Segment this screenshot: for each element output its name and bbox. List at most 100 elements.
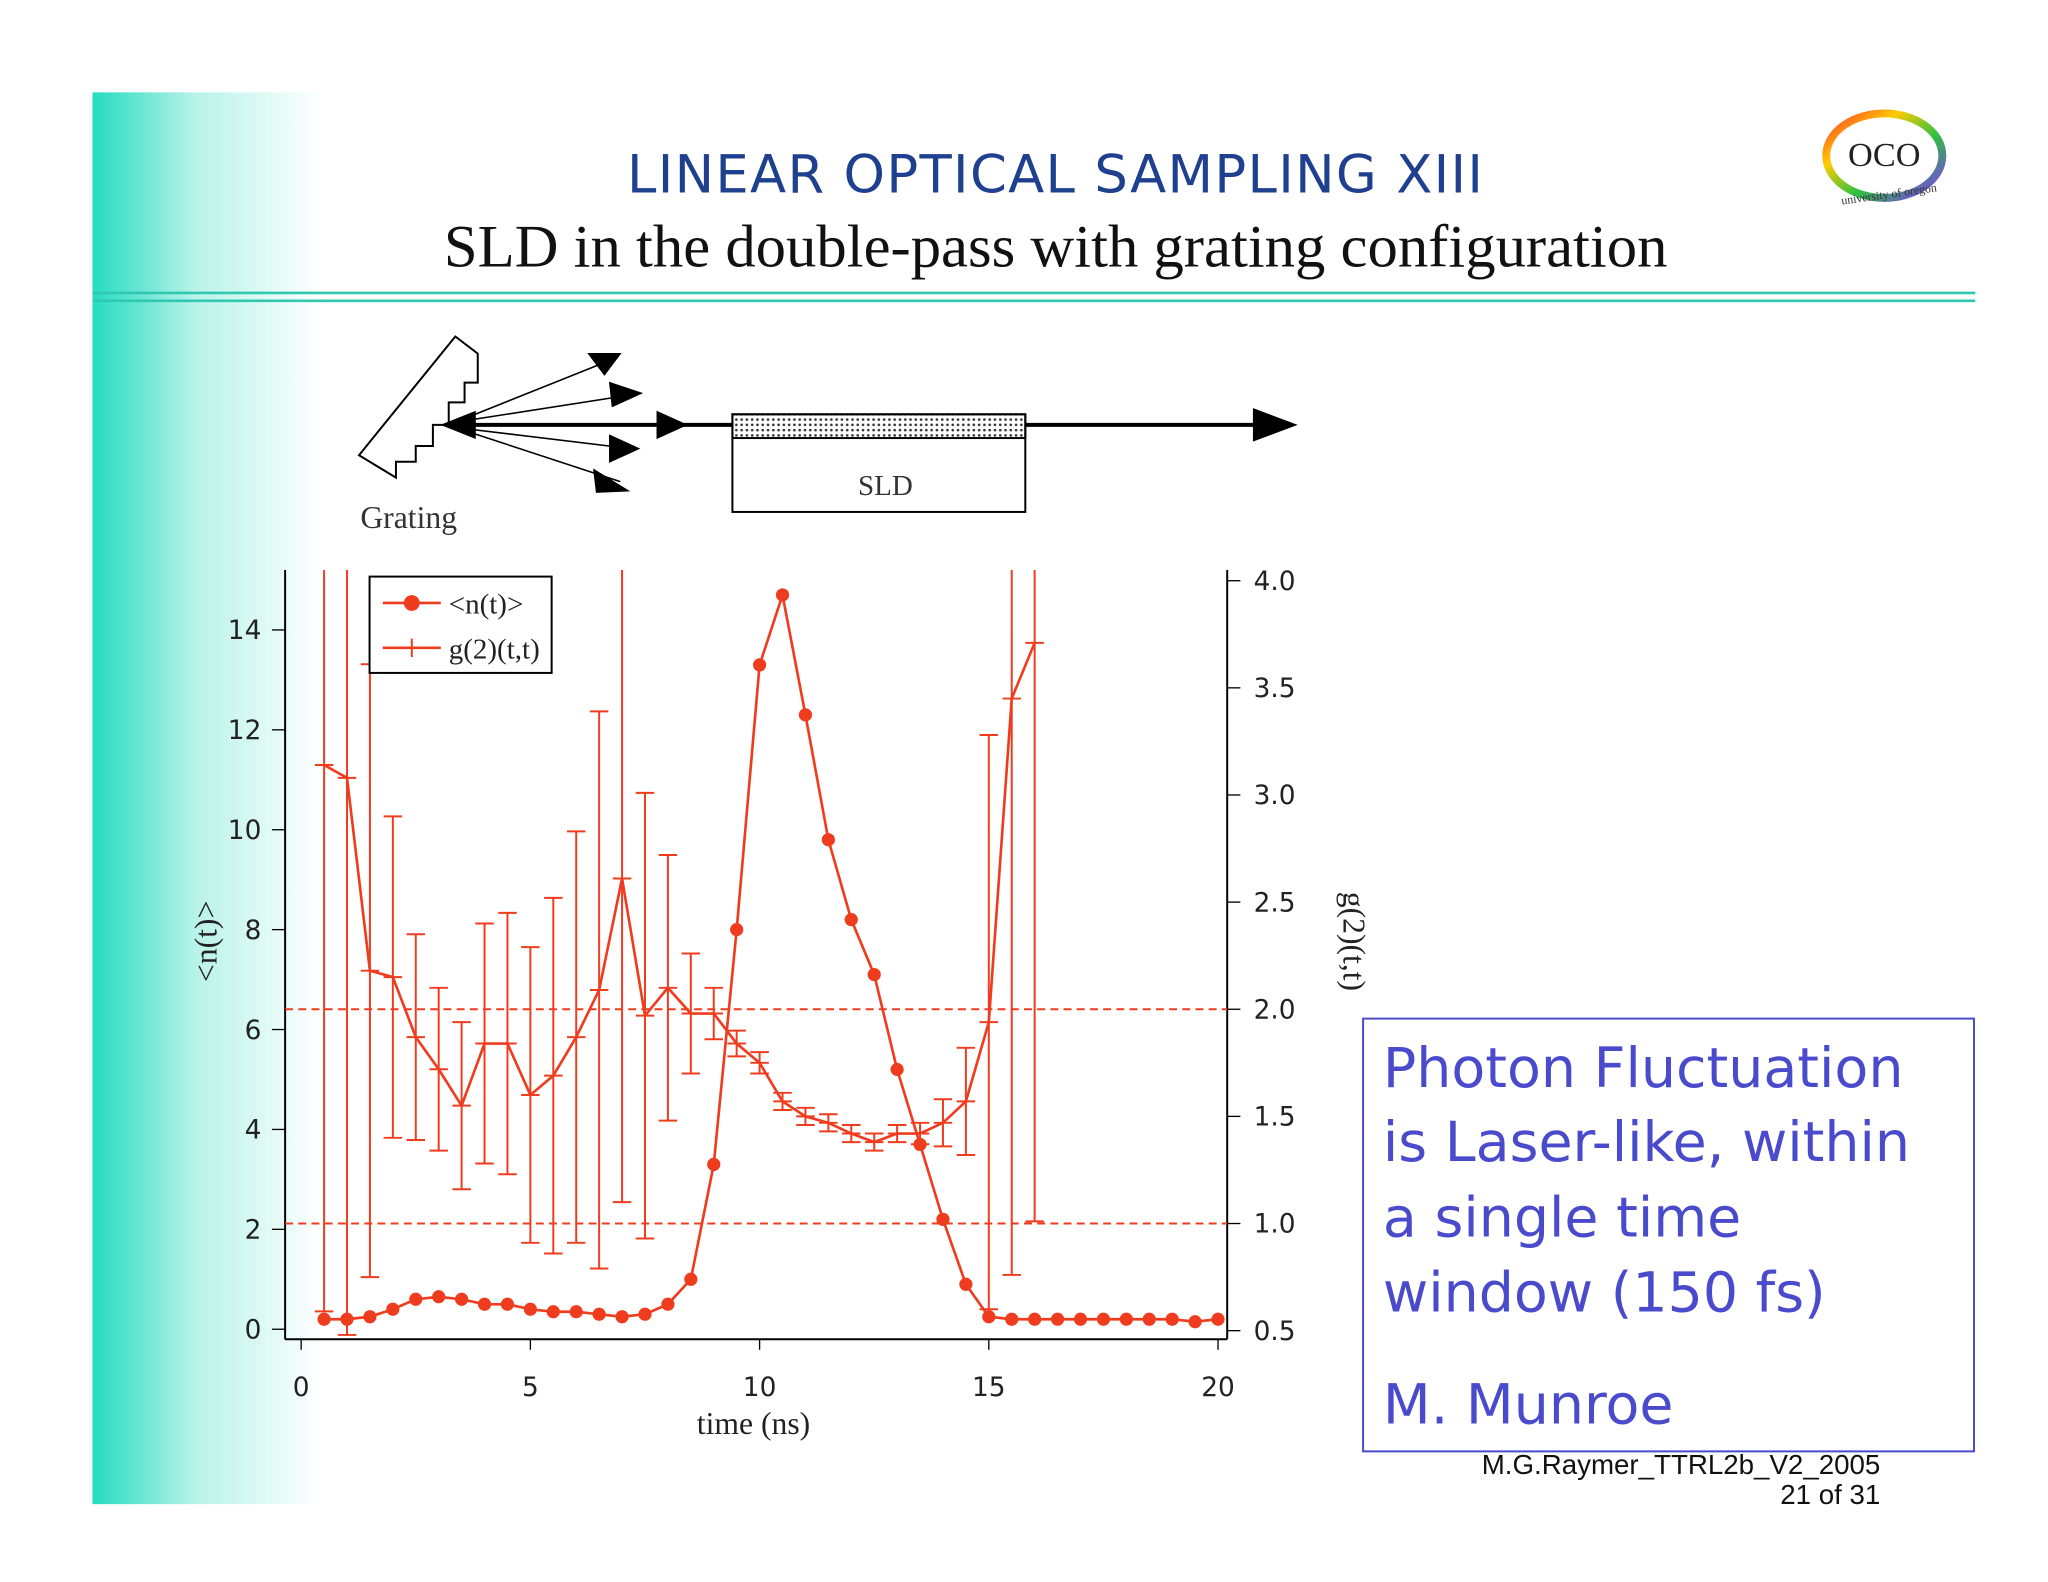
point xyxy=(936,1212,950,1226)
point xyxy=(684,1272,698,1286)
series-line xyxy=(324,589,1219,1324)
arrowhead xyxy=(656,410,688,440)
setup-diagram xyxy=(357,335,1298,513)
point xyxy=(1165,1312,1179,1326)
ray xyxy=(455,426,631,450)
x-tick-label: 15 xyxy=(972,1373,1006,1403)
point xyxy=(1188,1315,1202,1329)
point xyxy=(775,588,790,602)
point xyxy=(455,1292,469,1306)
slide-subtitle: SLD in the double-pass with grating conf… xyxy=(444,214,1668,281)
y2-tick-label: 0.5 xyxy=(1254,1317,1296,1347)
y-tick-label: 10 xyxy=(228,816,262,846)
point xyxy=(798,708,813,722)
point xyxy=(821,833,835,847)
logo-caption: university of oregon xyxy=(1840,180,1937,207)
sld-label: SLD xyxy=(858,470,913,502)
y-tick-label: 8 xyxy=(245,916,262,946)
point xyxy=(363,1310,377,1324)
point xyxy=(1028,1312,1042,1326)
y2-tick-label: 2.0 xyxy=(1254,995,1296,1025)
point xyxy=(1050,1312,1065,1326)
note-line: a single time xyxy=(1383,1186,1741,1250)
point xyxy=(1211,1312,1225,1326)
y2-tick-label: 3.5 xyxy=(1254,674,1296,704)
note-author: M. Munroe xyxy=(1383,1374,1674,1438)
footer-page: 21 of 31 xyxy=(1780,1479,1880,1510)
sidebar xyxy=(92,92,324,1505)
point xyxy=(982,1310,996,1324)
point xyxy=(432,1290,446,1304)
plot-area xyxy=(285,569,1228,1336)
grating-label: Grating xyxy=(360,500,457,535)
point xyxy=(730,923,744,937)
legend-label: <n(t)> xyxy=(449,589,524,621)
arrowhead xyxy=(593,468,631,493)
y-tick-label: 12 xyxy=(228,716,262,746)
point xyxy=(1005,1312,1019,1326)
legend-marker xyxy=(403,595,420,611)
arrowhead xyxy=(587,352,622,376)
x-tick-label: 0 xyxy=(293,1373,310,1403)
y2-tick-label: 1.0 xyxy=(1254,1210,1296,1240)
point xyxy=(707,1157,721,1171)
y-tick-label: 2 xyxy=(245,1216,262,1246)
point xyxy=(523,1302,537,1316)
point xyxy=(1119,1312,1133,1326)
point xyxy=(1096,1312,1111,1326)
ray xyxy=(455,426,621,483)
point xyxy=(890,1062,904,1077)
point xyxy=(386,1302,400,1316)
y-tick-label: 6 xyxy=(245,1016,262,1046)
logo-ring xyxy=(1822,109,1947,202)
note-box xyxy=(1362,1017,1975,1453)
y2-tick-label: 1.5 xyxy=(1254,1103,1296,1133)
x-tick-label: 5 xyxy=(522,1373,539,1403)
y2-tick-label: 3.0 xyxy=(1254,781,1296,811)
logo: OCO university of oregon xyxy=(1822,109,1947,208)
y-tick-label: 4 xyxy=(245,1116,262,1146)
slide-title: LINEAR OPTICAL SAMPLING XIII xyxy=(627,145,1484,206)
point xyxy=(1142,1312,1156,1326)
x-axis-label: time (ns) xyxy=(697,1406,810,1441)
ray xyxy=(455,393,634,424)
point xyxy=(546,1305,560,1319)
arrowhead xyxy=(608,381,644,408)
note-line: Photon Fluctuation xyxy=(1383,1037,1904,1101)
point xyxy=(592,1307,606,1321)
legend-label: g(2)(t,t) xyxy=(449,633,540,665)
point xyxy=(867,967,881,982)
point xyxy=(477,1297,492,1311)
grating-shape xyxy=(357,335,479,480)
x-tick-label: 20 xyxy=(1201,1373,1235,1403)
y-axis-label: <n(t)> xyxy=(189,901,224,982)
y-tick-label: 0 xyxy=(245,1315,262,1345)
note-line: window (150 fs) xyxy=(1383,1262,1826,1326)
x-tick-label: 10 xyxy=(743,1373,777,1403)
y2-axis-label: g(2)(t,t) xyxy=(1336,892,1371,991)
sld-box xyxy=(731,413,1027,513)
point xyxy=(752,658,767,672)
series-line xyxy=(323,642,1036,1144)
point xyxy=(569,1305,583,1319)
point xyxy=(959,1277,973,1291)
y2-tick-label: 2.5 xyxy=(1254,888,1296,918)
logo-text: OCO xyxy=(1848,136,1920,174)
y2-tick-label: 4.0 xyxy=(1254,567,1296,597)
y-tick-label: 14 xyxy=(228,616,262,646)
point xyxy=(844,913,858,927)
point xyxy=(638,1307,652,1321)
point xyxy=(615,1310,629,1324)
point xyxy=(317,1312,331,1326)
point xyxy=(1073,1312,1088,1326)
chart: 0 5 10 15 20 0 2 4 6 8 10 12 14 0.5 1.0 1.5 2.0 2.5 3.0 3.5… xyxy=(189,567,1372,1441)
point xyxy=(409,1292,423,1306)
sld-waveguide xyxy=(731,413,1027,440)
arrowhead xyxy=(1252,408,1298,442)
footer-file: M.G.Raymer_TTRL2b_V2_2005 xyxy=(1482,1449,1881,1480)
note-line: is Laser-like, within xyxy=(1383,1111,1910,1175)
point xyxy=(500,1297,515,1311)
point xyxy=(661,1297,675,1311)
ray xyxy=(455,358,614,423)
